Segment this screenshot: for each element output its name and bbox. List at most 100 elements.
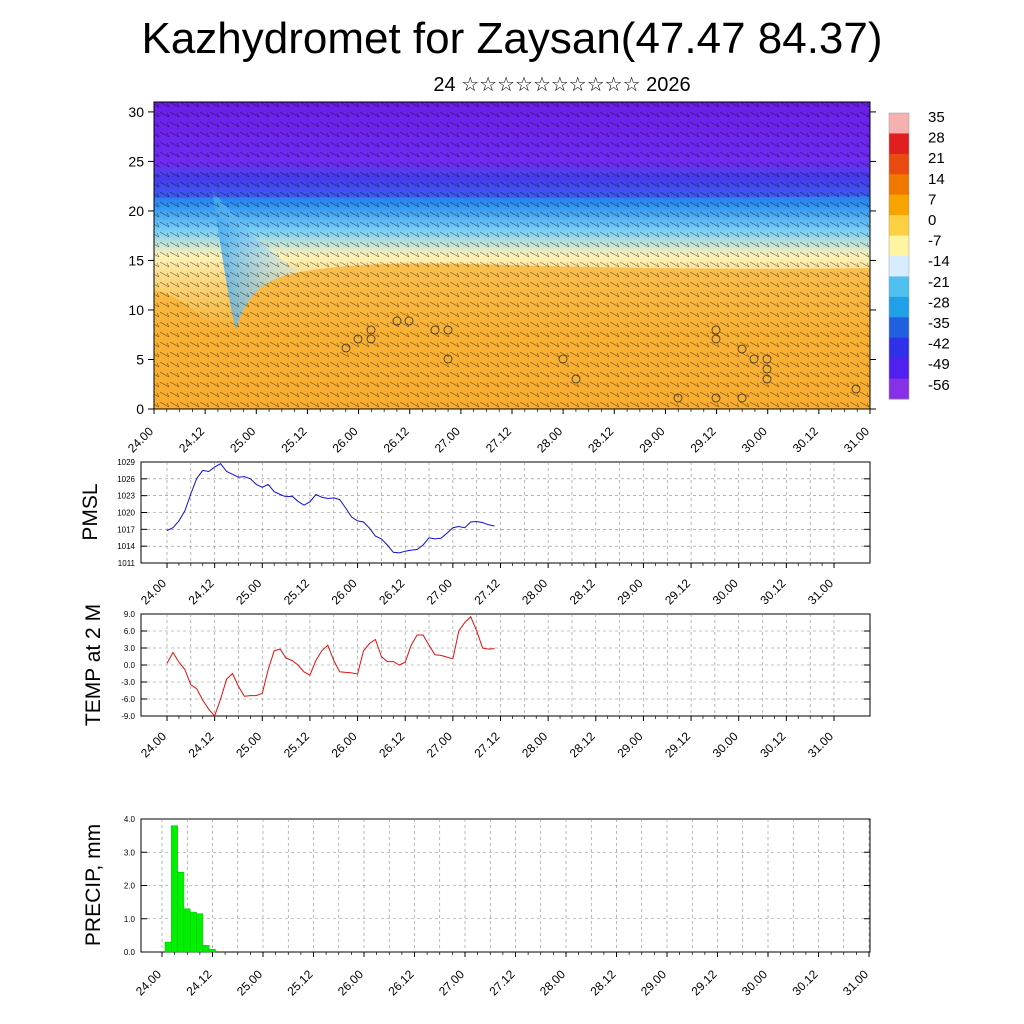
x-tick-label: 30.00 [739, 967, 770, 998]
x-tick-label: 30.12 [790, 424, 821, 455]
x-tick-label: 30.12 [757, 576, 788, 607]
y-tick-label: 5 [136, 351, 144, 367]
y-tick-label: 1029 [117, 458, 135, 467]
x-tick-label: 31.00 [840, 967, 871, 998]
colorbar-segment [889, 276, 909, 298]
x-tick-label: 29.00 [638, 967, 669, 998]
x-tick-label: 30.00 [710, 576, 741, 607]
pmsl-ylabel: PMSL [79, 483, 102, 540]
x-tick-label: 24.12 [176, 424, 207, 455]
x-tick-label: 26.00 [335, 967, 366, 998]
pmsl-line [166, 463, 495, 554]
x-tick-label: 30.12 [757, 729, 788, 760]
colorbar: 35 28 21 14 7 0 -7 -14 -21 -28 -35 -42 -49 -56 [888, 109, 950, 400]
precip-y-axis: 4.0 3.0 2.0 1.0 0.0 [124, 815, 870, 957]
x-tick-label: 29.00 [614, 729, 645, 760]
y-tick-label: 3.0 [124, 848, 136, 857]
x-tick-label: 31.00 [841, 424, 872, 455]
temp-x-axis: 24.00 24.12 25.00 25.12 26.00 26.12 27.00 27.12… [138, 716, 836, 760]
x-tick-label: 26.00 [330, 424, 361, 455]
y-tick-label: 20 [128, 203, 144, 219]
precip-grid [141, 819, 870, 952]
x-tick-label: 29.12 [688, 424, 719, 455]
temp-y-axis: 9.0 6.0 3.0 0.0 -3.0 -6.0 -9.0 [121, 610, 870, 721]
colorbar-label: -49 [928, 356, 950, 373]
y-tick-label: 3.0 [124, 644, 136, 653]
x-tick-label: 28.00 [519, 729, 550, 760]
colorbar-label: -14 [928, 253, 950, 270]
x-tick-label: 30.12 [789, 967, 820, 998]
x-tick-label: 27.12 [471, 729, 502, 760]
x-tick-label: 28.12 [567, 729, 598, 760]
x-tick-label: 25.00 [233, 576, 264, 607]
colorbar-label: -35 [928, 315, 950, 332]
pmsl-y-axis: 1029 1026 1023 1020 1017 1014 1011 [117, 458, 870, 568]
x-tick-label: 28.00 [519, 576, 550, 607]
y-tick-label: -6.0 [121, 695, 135, 704]
x-tick-label: 27.12 [486, 967, 517, 998]
precip-ylabel: PRECIP, mm [82, 824, 105, 946]
x-tick-label: 31.00 [805, 576, 836, 607]
y-tick-label: 4.0 [124, 815, 136, 824]
precip-panel: 4.0 3.0 2.0 1.0 0.0 24.00 24.12 25.00 25.12 26.0… [82, 815, 871, 998]
colorbar-label: 14 [928, 171, 945, 188]
y-tick-label: 0 [136, 401, 144, 417]
colorbar-segment [889, 337, 909, 359]
x-tick-label: 27.00 [436, 967, 467, 998]
colorbar-segment [889, 378, 909, 400]
temp-line [166, 615, 495, 717]
y-tick-label: -3.0 [121, 678, 135, 687]
x-tick-label: 26.12 [385, 967, 416, 998]
x-tick-label: 31.00 [805, 729, 836, 760]
calm-wind-circles [341, 316, 861, 403]
colorbar-label: 0 [928, 212, 936, 229]
x-tick-label: 27.00 [424, 576, 455, 607]
colorbar-label: -42 [928, 336, 950, 353]
precip-bar [190, 911, 197, 953]
colorbar-segment [889, 153, 909, 175]
colorbar-segment [889, 215, 909, 237]
colorbar-label: -7 [928, 233, 941, 250]
x-tick-label: 26.12 [381, 424, 412, 455]
x-tick-label: 29.12 [662, 729, 693, 760]
x-tick-label: 27.12 [471, 576, 502, 607]
precip-bar [183, 908, 191, 953]
y-tick-label: 9.0 [124, 610, 136, 619]
x-tick-label: 24.00 [125, 424, 156, 455]
precip-bar [202, 945, 210, 953]
temp-ylabel: TEMP at 2 M [82, 604, 105, 726]
x-tick-label: 28.12 [567, 576, 598, 607]
colorbar-label: 35 [928, 109, 945, 126]
colorbar-label: -28 [928, 294, 950, 311]
x-tick-label: 29.12 [662, 576, 693, 607]
x-tick-label: 24.00 [138, 576, 169, 607]
x-tick-label: 26.12 [376, 576, 407, 607]
temp-grid [141, 614, 870, 716]
colorbar-segment [889, 113, 909, 134]
y-tick-label: 6.0 [124, 627, 136, 636]
x-tick-label: 27.00 [432, 424, 463, 455]
x-tick-label: 25.00 [227, 424, 258, 455]
x-tick-label: 24.00 [133, 967, 164, 998]
colorbar-segment [889, 256, 909, 277]
x-tick-label: 25.00 [233, 729, 264, 760]
colorbar-label: -56 [928, 377, 950, 394]
x-tick-label: 28.00 [534, 424, 565, 455]
chart-subtitle: 24 ☆☆☆☆☆☆☆☆☆☆ 2026 [433, 74, 691, 96]
x-tick-label: 30.00 [739, 424, 770, 455]
x-tick-label: 29.12 [688, 967, 719, 998]
precip-bars [164, 825, 216, 953]
colorbar-segment [889, 174, 909, 196]
colorbar-segment [889, 235, 909, 257]
y-tick-label: 2.0 [124, 882, 136, 891]
pmsl-x-axis: 24.00 24.12 25.00 25.12 26.00 26.12 27.00 27.12… [138, 563, 836, 607]
x-tick-label: 28.12 [585, 424, 616, 455]
precip-bar [208, 949, 216, 953]
x-tick-label: 25.12 [278, 424, 309, 455]
x-tick-label: 29.00 [636, 424, 667, 455]
colorbar-label: -21 [928, 274, 950, 291]
y-tick-label: -9.0 [121, 712, 135, 721]
x-tick-label: 25.00 [234, 967, 265, 998]
colorbar-segment [889, 296, 909, 318]
